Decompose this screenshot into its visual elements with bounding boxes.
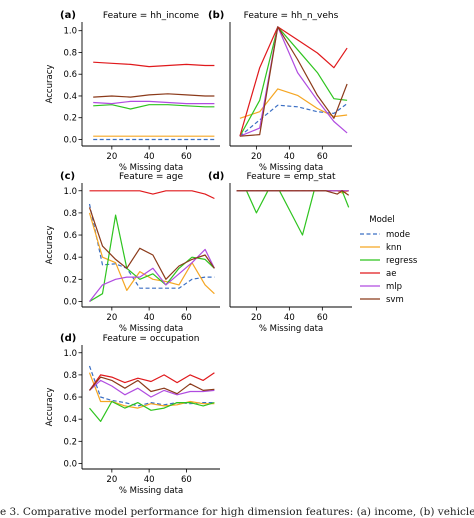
y-tick-label: 1.0	[63, 187, 77, 197]
series-line-ae	[89, 372, 215, 391]
series-line-regress	[93, 104, 215, 110]
series-line-svm	[236, 190, 350, 196]
y-tick-label: 1.0	[63, 27, 77, 37]
legend: Model mode knn regress ae mlp svm	[360, 215, 418, 305]
x-tick-label: 20	[106, 475, 117, 485]
panel-title: Feature = hh_n_vehs	[244, 11, 339, 21]
x-tick-label: 40	[144, 152, 155, 162]
series-line-mode	[88, 203, 215, 289]
y-tick-label: 0.4	[63, 92, 77, 102]
series-line-svm	[89, 376, 215, 395]
panel-label: (a)	[60, 10, 76, 21]
series-line-regress	[89, 400, 215, 422]
series-line-mlp	[239, 26, 348, 137]
panel-title: Feature = hh_income	[103, 11, 200, 21]
y-tick-label: 0.8	[63, 371, 77, 381]
x-tick-label: 20	[106, 313, 117, 323]
y-axis-label: Accuracy	[45, 388, 55, 427]
y-tick-label: 0.2	[63, 114, 77, 124]
legend-label-mlp: mlp	[386, 282, 402, 292]
y-tick-label: 0.4	[63, 415, 77, 425]
y-tick-label: 0.0	[63, 297, 77, 307]
series-line-svm	[88, 207, 215, 280]
chart-panel-4: 20 40 60 (d) Feature = emp_stat % Missing dat…	[208, 171, 352, 334]
series-line-regress	[236, 190, 350, 236]
y-tick-label: 0.4	[63, 253, 77, 263]
series-group	[88, 190, 215, 303]
legend-label-svm: svm	[386, 295, 404, 305]
y-tick-label: 0.6	[63, 393, 77, 403]
series-line-knn	[88, 372, 215, 409]
series-line-ae	[89, 190, 215, 200]
panel-label: (d)	[60, 333, 76, 344]
panel-label: (d)	[208, 171, 224, 182]
series-line-mode	[239, 103, 348, 137]
y-tick-label: 0.8	[63, 209, 77, 219]
series-line-svm	[93, 93, 215, 98]
y-tick-label: 0.0	[63, 135, 77, 145]
series-line-regress	[239, 26, 348, 137]
y-tick-label: 0.6	[63, 70, 77, 80]
series-line-mlp	[93, 100, 215, 105]
chart-panel-2: 20 40 60 (b) Feature = hh_n_vehs % Missing da…	[208, 10, 352, 173]
series-group	[88, 365, 215, 422]
y-tick-label: 0.2	[63, 275, 77, 285]
chart-panel-1: 20 40 60 0.0 0.2 0.4 0.6 0.8 1.0 (a) Feature = hh_…	[45, 10, 220, 173]
legend-label-knn: knn	[386, 243, 402, 253]
series-line-mode	[88, 365, 215, 407]
series-group	[236, 190, 350, 236]
chart-panel-3: 20 40 60 0.0 0.2 0.4 0.6 0.8 1.0 (c) Feature = age…	[45, 171, 220, 334]
series-line-knn	[88, 212, 215, 295]
panel-label: (c)	[60, 171, 75, 182]
y-tick-label: 0.2	[63, 437, 77, 447]
x-tick-label: 60	[317, 152, 328, 162]
figure-caption: e 3. Comparative model performance for h…	[0, 506, 474, 518]
y-tick-label: 0.0	[63, 459, 77, 469]
y-tick-label: 0.8	[63, 48, 77, 58]
x-axis-label: % Missing data	[259, 163, 323, 173]
y-tick-label: 0.6	[63, 231, 77, 241]
y-axis-label: Accuracy	[45, 65, 55, 104]
figure: 20 40 60 0.0 0.2 0.4 0.6 0.8 1.0 (a) Feature = hh_…	[45, 10, 418, 496]
legend-label-mode: mode	[386, 230, 410, 240]
y-axis-label: Accuracy	[45, 226, 55, 265]
series-line-knn	[239, 88, 348, 119]
x-axis-label: % Missing data	[119, 324, 183, 334]
x-tick-label: 20	[106, 152, 117, 162]
x-tick-label: 40	[284, 152, 295, 162]
x-tick-label: 60	[181, 475, 192, 485]
series-line-ae	[93, 61, 215, 68]
series-group	[239, 26, 348, 137]
series-line-mlp	[89, 379, 215, 398]
panel-title: Feature = occupation	[103, 334, 200, 344]
panel-label: (b)	[208, 10, 224, 21]
x-tick-label: 40	[144, 313, 155, 323]
x-tick-label: 60	[317, 313, 328, 323]
x-tick-label: 60	[181, 313, 192, 323]
series-line-svm	[239, 26, 348, 137]
x-tick-label: 20	[251, 313, 262, 323]
panel-title: Feature = emp_stat	[246, 172, 336, 182]
panel-title: Feature = age	[119, 172, 184, 182]
x-axis-label: % Missing data	[259, 324, 323, 334]
x-tick-label: 60	[181, 152, 192, 162]
legend-label-ae: ae	[386, 269, 396, 279]
chart-panel-5: 20 40 60 0.0 0.2 0.4 0.6 0.8 1.0 (d) Feature = occ…	[45, 333, 220, 496]
series-group	[93, 61, 215, 141]
legend-title: Model	[369, 215, 395, 225]
legend-label-regress: regress	[386, 256, 418, 266]
y-tick-label: 1.0	[63, 349, 77, 359]
x-tick-label: 20	[251, 152, 262, 162]
x-axis-label: % Missing data	[119, 163, 183, 173]
x-axis-label: % Missing data	[119, 486, 183, 496]
x-tick-label: 40	[144, 475, 155, 485]
x-tick-label: 40	[284, 313, 295, 323]
series-line-ae	[239, 26, 348, 137]
